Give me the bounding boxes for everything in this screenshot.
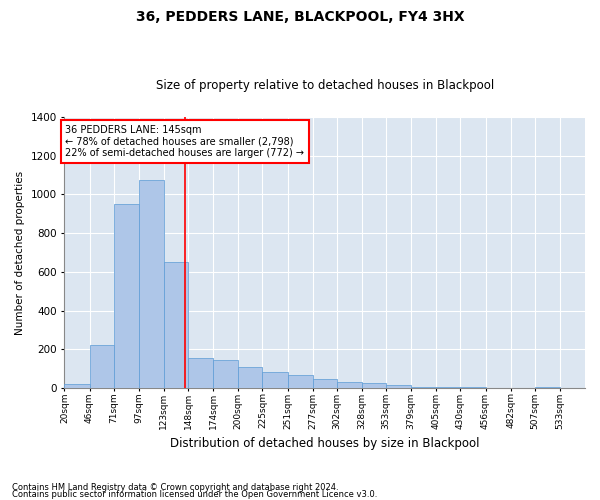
Text: 36 PEDDERS LANE: 145sqm
← 78% of detached houses are smaller (2,798)
22% of semi: 36 PEDDERS LANE: 145sqm ← 78% of detache…	[65, 124, 304, 158]
Text: Contains HM Land Registry data © Crown copyright and database right 2024.: Contains HM Land Registry data © Crown c…	[12, 484, 338, 492]
Bar	[89, 346, 113, 388]
Bar	[386, 384, 411, 388]
Bar	[535, 386, 560, 388]
Y-axis label: Number of detached properties: Number of detached properties	[15, 170, 25, 334]
Text: Contains public sector information licensed under the Open Government Licence v3: Contains public sector information licen…	[12, 490, 377, 499]
Bar	[362, 384, 386, 388]
Title: Size of property relative to detached houses in Blackpool: Size of property relative to detached ho…	[155, 79, 494, 92]
Bar	[213, 360, 238, 388]
Bar	[337, 382, 362, 388]
Bar	[287, 374, 313, 388]
Bar	[313, 380, 337, 388]
Bar	[164, 262, 188, 388]
X-axis label: Distribution of detached houses by size in Blackpool: Distribution of detached houses by size …	[170, 437, 479, 450]
Bar	[64, 384, 89, 388]
Bar	[188, 358, 213, 388]
Text: 36, PEDDERS LANE, BLACKPOOL, FY4 3HX: 36, PEDDERS LANE, BLACKPOOL, FY4 3HX	[136, 10, 464, 24]
Bar	[436, 387, 460, 388]
Bar	[238, 367, 262, 388]
Bar	[113, 204, 139, 388]
Bar	[139, 180, 164, 388]
Bar	[262, 372, 287, 388]
Bar	[411, 386, 436, 388]
